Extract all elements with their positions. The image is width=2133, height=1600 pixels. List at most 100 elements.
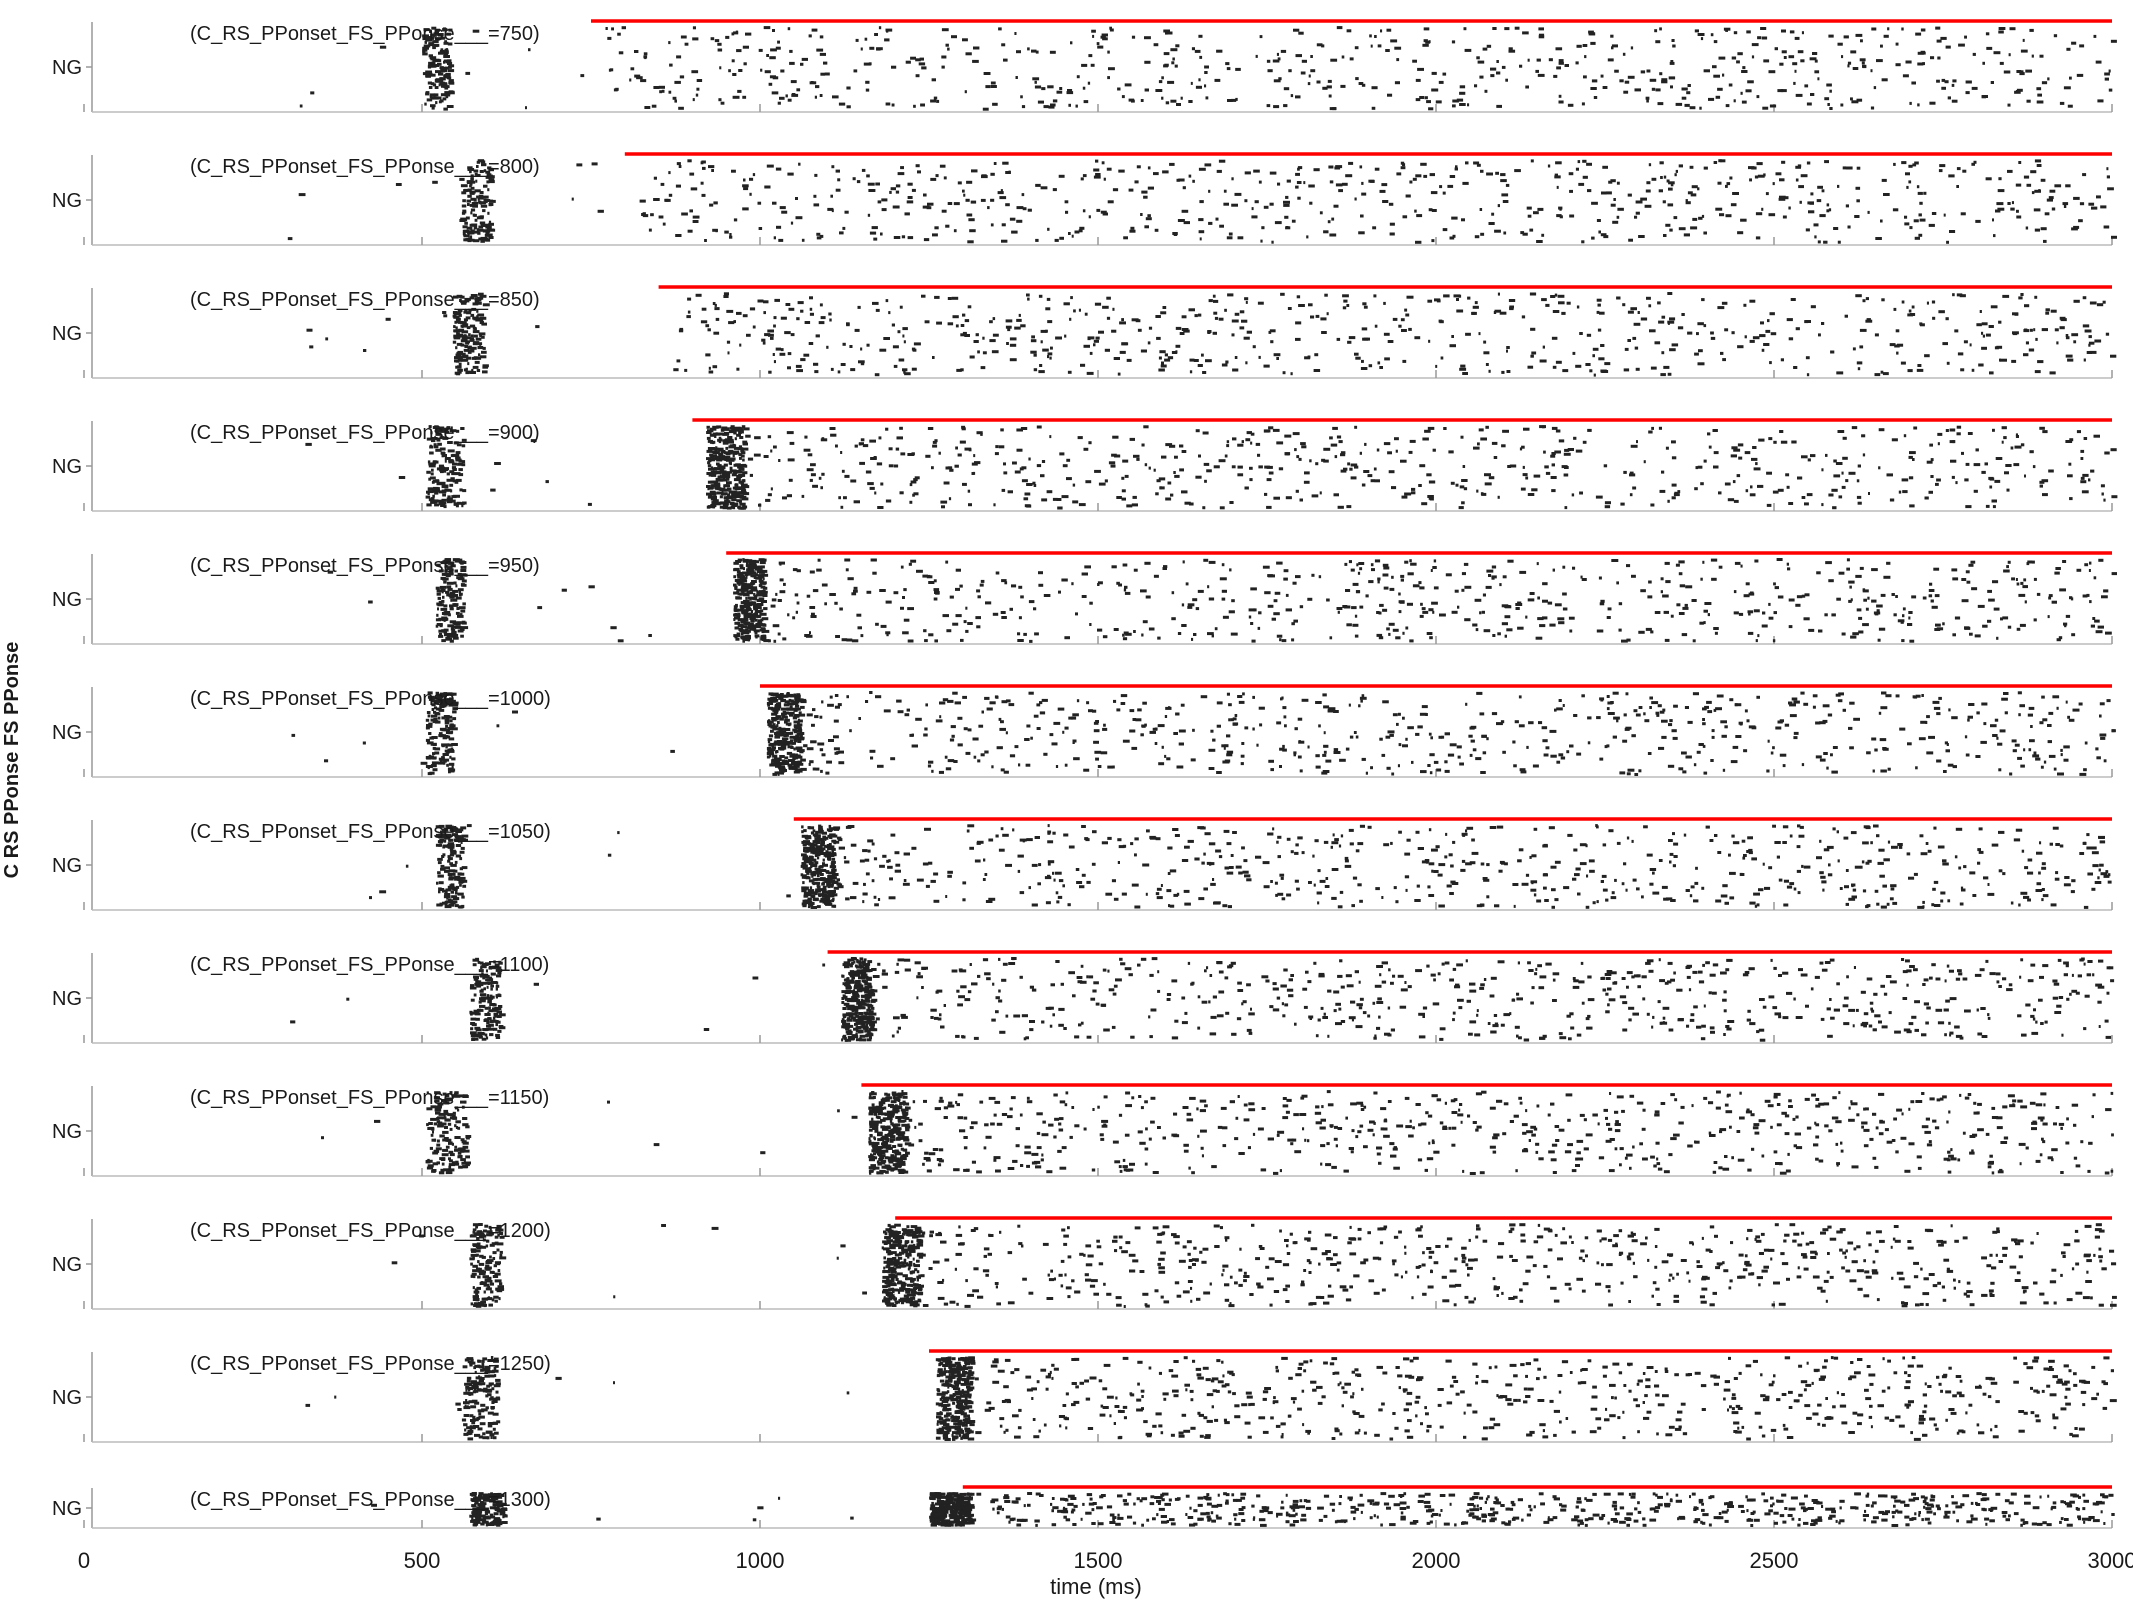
spike-mark: [771, 718, 777, 722]
spike-mark: [809, 296, 813, 300]
spike-mark: [1161, 96, 1164, 100]
spike-mark: [441, 756, 445, 760]
spike-mark: [648, 634, 652, 637]
spike-mark: [903, 340, 906, 344]
spike-mark: [1228, 610, 1235, 614]
spike-mark: [462, 225, 468, 229]
spike-mark: [444, 459, 447, 463]
spike-mark: [1187, 603, 1195, 607]
spike-mark: [436, 613, 439, 617]
spike-mark: [1856, 166, 1861, 170]
spike-mark: [727, 487, 732, 491]
spike-mark: [1525, 476, 1529, 480]
spike-mark: [449, 692, 457, 696]
spike-mark: [1263, 429, 1270, 433]
spike-mark: [1340, 451, 1346, 455]
spike-mark: [1901, 300, 1905, 304]
spike-mark: [363, 349, 367, 352]
spike-mark: [1883, 193, 1890, 196]
spike-mark: [2095, 60, 2102, 64]
spike-mark: [1016, 448, 1023, 452]
spike-mark: [525, 106, 527, 110]
spike-mark: [1502, 429, 1509, 433]
spike-mark: [453, 329, 460, 333]
spike-mark: [1249, 478, 1253, 482]
spike-mark: [769, 742, 777, 746]
spike-mark: [1376, 611, 1380, 614]
spike-mark: [1804, 320, 1809, 324]
spike-mark: [740, 451, 746, 455]
spike-mark: [2023, 353, 2029, 357]
spike-mark: [458, 606, 466, 610]
spike-mark: [1218, 159, 1226, 163]
spike-mark: [433, 486, 439, 490]
spike-mark: [751, 568, 754, 572]
spike-mark: [1732, 192, 1739, 195]
spike-mark: [1338, 440, 1343, 444]
spike-mark: [1698, 216, 1703, 220]
spike-mark: [858, 442, 862, 446]
spike-mark: [1788, 206, 1791, 210]
spike-mark: [1432, 448, 1436, 452]
spike-mark: [1133, 630, 1136, 633]
spike-mark: [1538, 33, 1545, 37]
spike-mark: [1543, 450, 1546, 454]
spike-mark: [801, 494, 805, 498]
spike-mark: [1080, 177, 1084, 181]
spike-mark: [1589, 32, 1595, 36]
spike-mark: [781, 737, 789, 741]
spike-mark: [789, 61, 795, 65]
spike-mark: [924, 639, 928, 643]
spike-mark: [1073, 309, 1076, 313]
spike-mark: [1862, 299, 1866, 303]
spike-mark: [911, 188, 916, 192]
spike-mark: [777, 707, 781, 711]
spike-mark: [1181, 603, 1185, 607]
spike-mark: [931, 466, 934, 470]
spike-mark: [465, 71, 471, 75]
spike-mark: [1486, 172, 1493, 176]
spike-mark: [708, 473, 713, 477]
spike-mark: [773, 697, 776, 701]
spike-mark: [1211, 634, 1214, 638]
spike-mark: [2104, 72, 2110, 76]
spike-mark: [1852, 632, 1859, 636]
spike-mark: [1703, 166, 1708, 170]
spike-mark: [1257, 626, 1261, 630]
spike-mark: [1454, 589, 1459, 593]
spike-mark: [709, 433, 715, 437]
spike-mark: [733, 320, 736, 324]
spike-mark: [2044, 212, 2050, 216]
spike-mark: [754, 597, 758, 601]
spike-mark: [2047, 615, 2050, 619]
spike-mark: [1415, 78, 1421, 82]
spike-mark: [465, 216, 470, 220]
spike-mark: [1181, 209, 1189, 213]
spike-mark: [810, 615, 817, 618]
spike-mark: [1171, 351, 1178, 354]
spike-mark: [1797, 164, 1802, 168]
spike-mark: [736, 588, 743, 592]
spike-mark: [298, 193, 306, 197]
spike-mark: [1430, 569, 1433, 572]
spike-mark: [1752, 446, 1757, 449]
spike-mark: [1039, 364, 1043, 367]
spike-mark: [736, 433, 741, 437]
spike-mark: [1087, 81, 1091, 85]
spike-mark: [892, 345, 899, 349]
spike-mark: [429, 38, 432, 42]
spike-mark: [790, 221, 794, 225]
spike-mark: [907, 453, 915, 456]
spike-mark: [777, 742, 785, 746]
spike-mark: [1928, 490, 1933, 494]
spike-mark: [1173, 471, 1176, 474]
spike-mark: [1388, 632, 1391, 636]
spike-mark: [1001, 579, 1007, 583]
spike-mark: [1922, 62, 1925, 66]
spike-mark: [734, 483, 739, 487]
spike-mark: [1251, 215, 1258, 219]
spike-mark: [907, 196, 913, 199]
spike-mark: [763, 581, 767, 585]
spike-mark: [1499, 583, 1502, 587]
spike-mark: [776, 771, 782, 775]
